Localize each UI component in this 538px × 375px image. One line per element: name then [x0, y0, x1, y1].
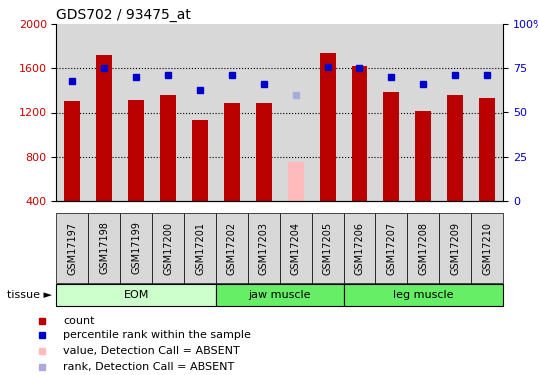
Bar [320, 53, 336, 201]
Bar [248, 213, 280, 283]
Bar [160, 95, 176, 201]
Text: GSM17209: GSM17209 [450, 222, 460, 274]
Bar [384, 92, 399, 201]
Bar [376, 24, 407, 201]
Text: GSM17204: GSM17204 [291, 222, 301, 274]
Bar [65, 102, 80, 201]
Text: GSM17202: GSM17202 [227, 222, 237, 274]
Bar [376, 213, 407, 283]
Bar [415, 111, 431, 201]
Bar [88, 213, 121, 283]
Text: GSM17206: GSM17206 [355, 222, 365, 274]
Bar [312, 213, 344, 283]
Bar [351, 66, 367, 201]
Text: GSM17198: GSM17198 [100, 222, 109, 274]
Bar [121, 24, 152, 201]
Text: leg muscle: leg muscle [393, 290, 454, 300]
Text: GDS702 / 93475_at: GDS702 / 93475_at [56, 8, 192, 22]
Bar [344, 24, 376, 201]
Text: GSM17207: GSM17207 [386, 222, 397, 274]
Text: GSM17205: GSM17205 [323, 222, 332, 274]
Bar [479, 98, 495, 201]
Bar [280, 213, 312, 283]
Bar [56, 213, 88, 283]
Bar [344, 284, 503, 306]
Bar [344, 213, 376, 283]
Text: GSM17208: GSM17208 [418, 222, 428, 274]
Bar [152, 24, 184, 201]
Bar [447, 95, 463, 201]
Text: GSM17197: GSM17197 [67, 222, 77, 274]
Bar [312, 24, 344, 201]
Bar [88, 24, 121, 201]
Text: GSM17210: GSM17210 [482, 222, 492, 274]
Bar [184, 24, 216, 201]
Text: GSM17201: GSM17201 [195, 222, 205, 274]
Bar [56, 284, 216, 306]
Text: jaw muscle: jaw muscle [249, 290, 311, 300]
Bar [471, 213, 503, 283]
Bar [224, 103, 240, 201]
Bar [121, 213, 152, 283]
Bar [56, 24, 88, 201]
Bar [216, 213, 248, 283]
Bar [288, 162, 303, 201]
Bar [128, 100, 144, 201]
Bar [439, 213, 471, 283]
Bar [248, 24, 280, 201]
Text: GSM17203: GSM17203 [259, 222, 269, 274]
Text: EOM: EOM [124, 290, 149, 300]
Bar [439, 24, 471, 201]
Text: value, Detection Call = ABSENT: value, Detection Call = ABSENT [63, 346, 240, 356]
Text: percentile rank within the sample: percentile rank within the sample [63, 330, 251, 340]
Bar [96, 55, 112, 201]
Bar [216, 24, 248, 201]
Bar [407, 213, 439, 283]
Bar [256, 103, 272, 201]
Bar [471, 24, 503, 201]
Bar [152, 213, 184, 283]
Bar [184, 213, 216, 283]
Bar [280, 24, 312, 201]
Text: GSM17199: GSM17199 [131, 222, 141, 274]
Bar [192, 120, 208, 201]
Text: GSM17200: GSM17200 [163, 222, 173, 274]
Text: count: count [63, 316, 95, 326]
Bar [216, 284, 344, 306]
Bar [407, 24, 439, 201]
Text: tissue ►: tissue ► [7, 290, 52, 300]
Text: rank, Detection Call = ABSENT: rank, Detection Call = ABSENT [63, 362, 235, 372]
